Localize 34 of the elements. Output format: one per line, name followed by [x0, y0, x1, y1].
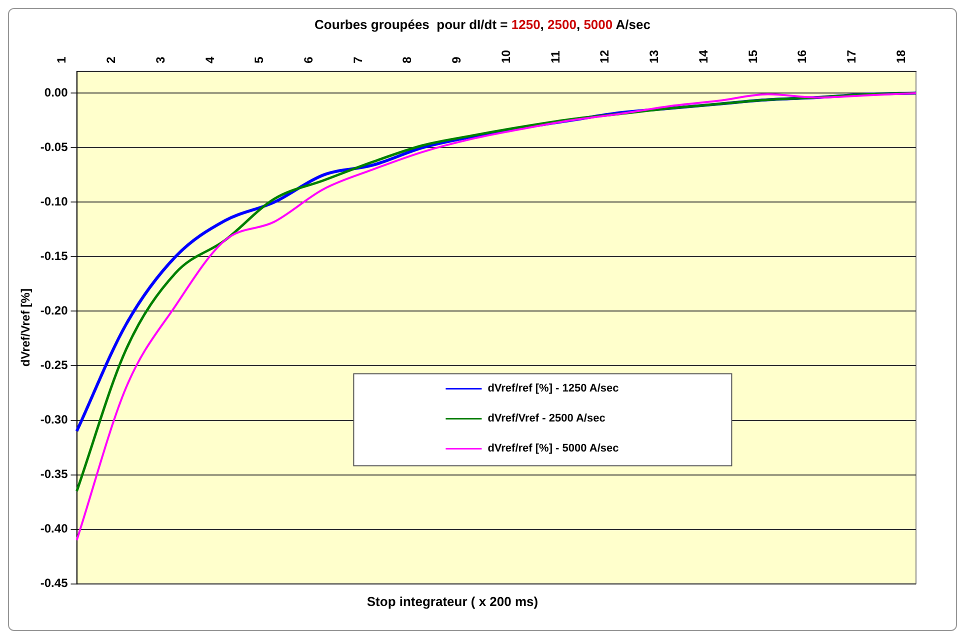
y-tick-label: -0.15 — [40, 249, 68, 264]
y-tick-label: -0.40 — [40, 522, 68, 536]
x-tick-label: 14 — [696, 50, 710, 64]
x-tick-label: 6 — [302, 56, 316, 64]
x-tick-label: 11 — [548, 50, 562, 64]
y-axis-title: dVref/Vref [%] — [18, 288, 33, 367]
x-tick-label: 8 — [400, 56, 414, 64]
y-tick-label: -0.35 — [40, 467, 68, 482]
x-axis-title: Stop integrateur ( x 200 ms) — [366, 594, 540, 609]
x-tick-label: 10 — [498, 50, 513, 64]
x-tick-label: 12 — [598, 50, 612, 64]
y-tick-label: -0.30 — [40, 412, 68, 427]
y-tick-label: -0.20 — [40, 304, 68, 318]
x-tick-label: 13 — [647, 50, 662, 64]
y-tick-label: 0.00 — [44, 85, 68, 100]
x-tick-label: 1 — [54, 56, 69, 64]
legend-label: dVref/ref [%] - 5000 A/sec — [488, 442, 619, 455]
y-tick-label: -0.10 — [40, 194, 68, 208]
y-tick-label: -0.05 — [40, 140, 68, 154]
x-tick-label: 2 — [104, 56, 118, 64]
x-tick-label: 4 — [202, 56, 217, 64]
x-tick-label: 17 — [844, 50, 859, 64]
x-tick-label: 5 — [252, 56, 266, 64]
x-tick-label: 3 — [153, 56, 168, 64]
chart-title: Courbes groupées pour dI/dt = 1250, 2500, 5000 A/sec — [314, 17, 650, 32]
y-tick-label: -0.25 — [40, 358, 68, 372]
x-tick-label: 18 — [894, 50, 908, 64]
legend-label: dVref/ref [%] - 1250 A/sec — [488, 382, 619, 395]
legend-label: dVref/Vref - 2500 A/sec — [488, 412, 606, 425]
x-tick-label: 7 — [350, 56, 365, 64]
x-tick-label: 9 — [450, 56, 464, 64]
x-tick-label: 16 — [795, 50, 810, 64]
y-tick-label: -0.45 — [40, 576, 68, 590]
x-tick-label: 15 — [746, 50, 760, 64]
